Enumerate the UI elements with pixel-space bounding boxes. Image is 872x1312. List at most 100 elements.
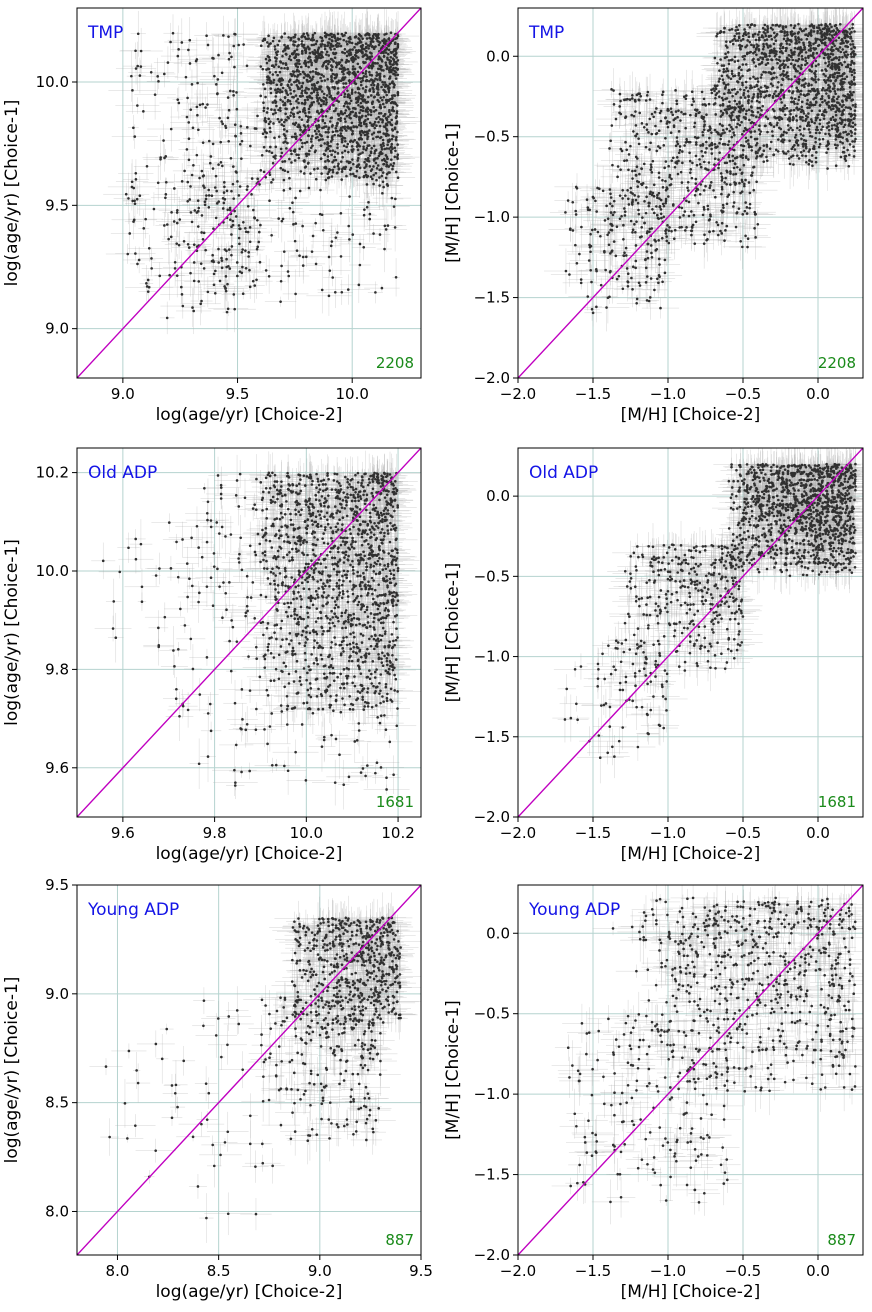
data-point <box>312 82 316 86</box>
data-point <box>339 160 343 163</box>
data-point <box>310 137 313 141</box>
data-point <box>322 102 326 106</box>
data-point <box>373 120 377 124</box>
data-point <box>351 107 355 110</box>
data-point <box>296 97 300 101</box>
data-point <box>333 47 336 51</box>
data-point <box>312 38 316 42</box>
data-point <box>343 92 347 96</box>
data-point <box>341 155 344 159</box>
data-point <box>343 125 347 128</box>
data-point <box>314 136 318 140</box>
data-point <box>336 32 340 36</box>
data-point <box>285 129 289 133</box>
data-point <box>390 118 393 122</box>
data-point <box>329 48 333 51</box>
data-point <box>265 149 268 153</box>
data-point <box>309 70 312 74</box>
data-point <box>287 116 290 120</box>
data-point <box>294 33 297 37</box>
data-point <box>280 66 283 70</box>
data-point <box>304 64 308 68</box>
data-point <box>339 79 343 82</box>
data-point <box>321 126 324 130</box>
data-point <box>336 152 340 155</box>
data-point <box>299 170 303 173</box>
data-point <box>312 100 316 104</box>
data-point <box>259 94 263 98</box>
data-layer <box>77 8 421 378</box>
data-point <box>294 94 298 97</box>
data-point <box>391 106 395 109</box>
data-point <box>388 110 391 114</box>
data-point <box>316 91 319 94</box>
data-point <box>375 124 378 127</box>
data-point <box>381 80 384 84</box>
data-point <box>268 58 272 62</box>
data-point <box>381 158 384 162</box>
data-point <box>376 157 379 160</box>
data-point <box>328 107 331 111</box>
data-point <box>361 151 364 154</box>
data-point <box>384 51 388 54</box>
data-point <box>280 151 284 155</box>
data-point <box>313 129 317 133</box>
data-point <box>396 176 400 180</box>
data-point <box>306 34 310 37</box>
data-point <box>276 73 279 77</box>
data-point <box>299 138 303 142</box>
data-point <box>345 40 348 43</box>
data-point <box>382 55 386 58</box>
data-point <box>294 132 297 136</box>
data-point <box>344 82 348 85</box>
data-point <box>326 176 330 180</box>
data-point <box>305 140 309 144</box>
data-point <box>293 74 297 78</box>
data-point <box>274 95 278 98</box>
data-point <box>330 153 333 157</box>
data-point <box>302 32 306 36</box>
data-point <box>272 78 276 82</box>
data-point <box>325 53 328 56</box>
data-point <box>290 152 293 156</box>
data-point <box>346 142 350 146</box>
data-point <box>324 131 328 134</box>
data-point <box>317 112 321 115</box>
data-point <box>272 36 276 40</box>
data-point <box>377 93 380 97</box>
data-point <box>305 154 308 158</box>
data-point <box>394 170 398 174</box>
data-point <box>333 150 337 154</box>
data-point <box>316 99 319 103</box>
data-point <box>388 82 392 86</box>
data-point <box>330 64 333 67</box>
data-point <box>346 67 350 71</box>
data-point <box>302 172 306 175</box>
data-point <box>331 39 334 43</box>
data-point <box>296 68 299 72</box>
data-point <box>375 135 378 139</box>
data-point <box>380 174 384 178</box>
data-point <box>278 77 282 81</box>
data-point <box>385 67 389 71</box>
data-point <box>352 162 355 166</box>
data-point <box>311 134 314 138</box>
data-point <box>394 149 397 153</box>
data-point <box>300 91 304 95</box>
data-point <box>391 63 394 67</box>
data-point <box>396 153 400 157</box>
data-point <box>393 155 397 159</box>
data-point <box>299 133 302 137</box>
data-point <box>323 47 327 51</box>
data-point <box>287 36 290 39</box>
data-point <box>307 87 310 91</box>
data-point <box>393 83 396 87</box>
data-point <box>275 83 279 87</box>
data-point <box>368 165 372 168</box>
data-point <box>303 46 306 49</box>
data-point <box>372 106 375 109</box>
data-point <box>301 89 304 93</box>
data-point <box>339 110 343 113</box>
data-point <box>293 135 296 139</box>
